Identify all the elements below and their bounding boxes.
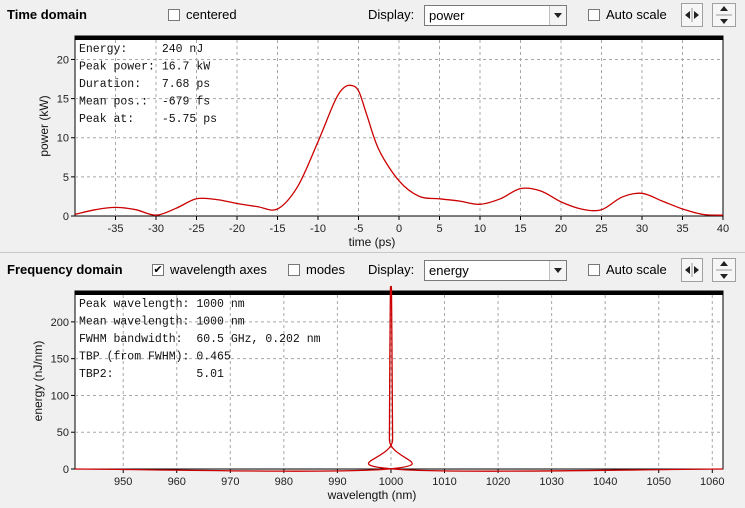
frequency-domain-toolbar: Frequency domain ✔ wavelength axes modes…: [0, 255, 745, 285]
time-info-line: Peak power: 16.7 kW: [79, 61, 210, 74]
frequency-domain-title: Frequency domain: [7, 262, 123, 277]
time-x-tick-label: 15: [514, 223, 526, 235]
time-x-tick-label: 40: [717, 223, 729, 235]
left-right-arrows-icon: [685, 8, 699, 22]
time-info-line: Peak at: -5.75 ps: [79, 113, 217, 126]
freq-info-line: FWHM bandwidth: 60.5 GHz, 0.202 nm: [79, 333, 321, 346]
freq-horizontal-arrows[interactable]: [681, 258, 703, 282]
time-display-select[interactable]: power: [424, 5, 567, 26]
freq-display-value: energy: [429, 263, 469, 278]
freq-y-axis-label: energy (nJ/nm): [31, 341, 45, 422]
time-horizontal-arrows[interactable]: [681, 3, 703, 27]
freq-energy-curve: [74, 285, 724, 472]
time-x-tick-label: 35: [676, 223, 688, 235]
modes-label: modes: [306, 262, 346, 277]
time-display-label: Display:: [368, 7, 415, 22]
freq-x-tick-label: 990: [328, 476, 346, 488]
freq-y-tick-label: 150: [51, 354, 69, 366]
freq-x-tick-label: 1060: [700, 476, 724, 488]
wavelength-axes-label: wavelength axes: [170, 262, 267, 277]
freq-x-tick-label: 960: [168, 476, 186, 488]
freq-x-tick-label: 970: [221, 476, 239, 488]
freq-display-select[interactable]: energy: [424, 260, 567, 281]
freq-x-tick-label: 1000: [379, 476, 403, 488]
freq-plot-area: [74, 290, 724, 470]
up-down-arrows-icon: [716, 6, 732, 24]
chevron-down-icon[interactable]: [549, 6, 566, 25]
time-plot-topbar: [75, 36, 723, 40]
freq-x-tick-label: 1050: [646, 476, 670, 488]
freq-x-tick-label: 980: [275, 476, 293, 488]
time-vertical-arrows[interactable]: [712, 3, 736, 27]
panel-divider: [0, 252, 745, 253]
time-x-tick-label: -15: [270, 223, 286, 235]
time-domain-toolbar: Time domain centered Display: power Auto…: [0, 0, 745, 30]
freq-plot-topbar: [75, 291, 723, 295]
time-y-tick-label: 15: [57, 94, 69, 106]
freq-x-tick-label: 1040: [593, 476, 617, 488]
time-power-curve: [74, 84, 724, 216]
time-y-tick-label: 0: [63, 211, 69, 223]
time-display-value: power: [429, 8, 465, 23]
time-info-line: Duration: 7.68 ps: [79, 78, 210, 91]
freq-x-axis-label: wavelength (nm): [327, 488, 417, 502]
time-x-tick-label: -30: [148, 223, 164, 235]
time-info-line: Mean pos.: -679 fs: [79, 96, 210, 109]
freq-y-tick-label: 50: [57, 427, 69, 439]
freq-autoscale-checkbox[interactable]: [588, 264, 600, 276]
centered-checkbox[interactable]: [168, 9, 180, 21]
freq-y-tick-label: 0: [63, 464, 69, 476]
time-x-tick-label: -5: [354, 223, 364, 235]
freq-x-tick-label: 1030: [539, 476, 563, 488]
freq-y-tick-label: 100: [51, 390, 69, 402]
freq-info-line: Peak wavelength: 1000 nm: [79, 298, 245, 311]
freq-info-line: Mean wavelength: 1000 nm: [79, 316, 245, 329]
freq-x-tick-label: 950: [114, 476, 132, 488]
time-x-tick-label: 5: [436, 223, 442, 235]
time-x-tick-label: -20: [229, 223, 245, 235]
freq-info-line: TBP (from FWHM): 0.465: [79, 351, 231, 364]
time-x-tick-label: -10: [310, 223, 326, 235]
freq-y-tick-label: 200: [51, 317, 69, 329]
time-x-axis-label: time (ps): [349, 235, 396, 249]
time-y-tick-label: 5: [63, 172, 69, 184]
centered-label: centered: [186, 7, 237, 22]
time-x-tick-label: 0: [396, 223, 402, 235]
time-x-tick-label: 25: [595, 223, 607, 235]
time-y-axis-label: power (kW): [37, 95, 51, 156]
up-down-arrows-icon: [716, 261, 732, 279]
time-x-tick-label: 30: [636, 223, 648, 235]
freq-x-tick-label: 1010: [432, 476, 456, 488]
modes-checkbox[interactable]: [288, 264, 300, 276]
time-x-tick-label: 20: [555, 223, 567, 235]
left-right-arrows-icon: [685, 263, 699, 277]
frequency-domain-chart: 950 960 970 980 990 1000 1010 1020 1030 1040 1050 1…: [31, 285, 725, 502]
freq-vertical-arrows[interactable]: [712, 258, 736, 282]
freq-display-label: Display:: [368, 262, 415, 277]
time-x-tick-label: -35: [108, 223, 124, 235]
time-y-tick-label: 20: [57, 54, 69, 66]
time-info-line: Energy: 240 nJ: [79, 43, 203, 56]
time-autoscale-checkbox[interactable]: [588, 9, 600, 21]
time-x-tick-label: 10: [474, 223, 486, 235]
time-autoscale-label: Auto scale: [606, 7, 667, 22]
time-domain-chart: -35 -30 -25 -20 -15 -10 -5 0 5 10 15 20 25 30 35 40 0 5 1…: [37, 35, 729, 249]
freq-x-tick-label: 1020: [486, 476, 510, 488]
wavelength-axes-checkbox[interactable]: ✔: [152, 264, 164, 276]
time-domain-title: Time domain: [7, 7, 87, 22]
freq-autoscale-label: Auto scale: [606, 262, 667, 277]
time-x-tick-label: -25: [189, 223, 205, 235]
time-y-tick-label: 10: [57, 133, 69, 145]
freq-info-line: TBP2: 5.01: [79, 368, 224, 381]
chevron-down-icon[interactable]: [549, 261, 566, 280]
